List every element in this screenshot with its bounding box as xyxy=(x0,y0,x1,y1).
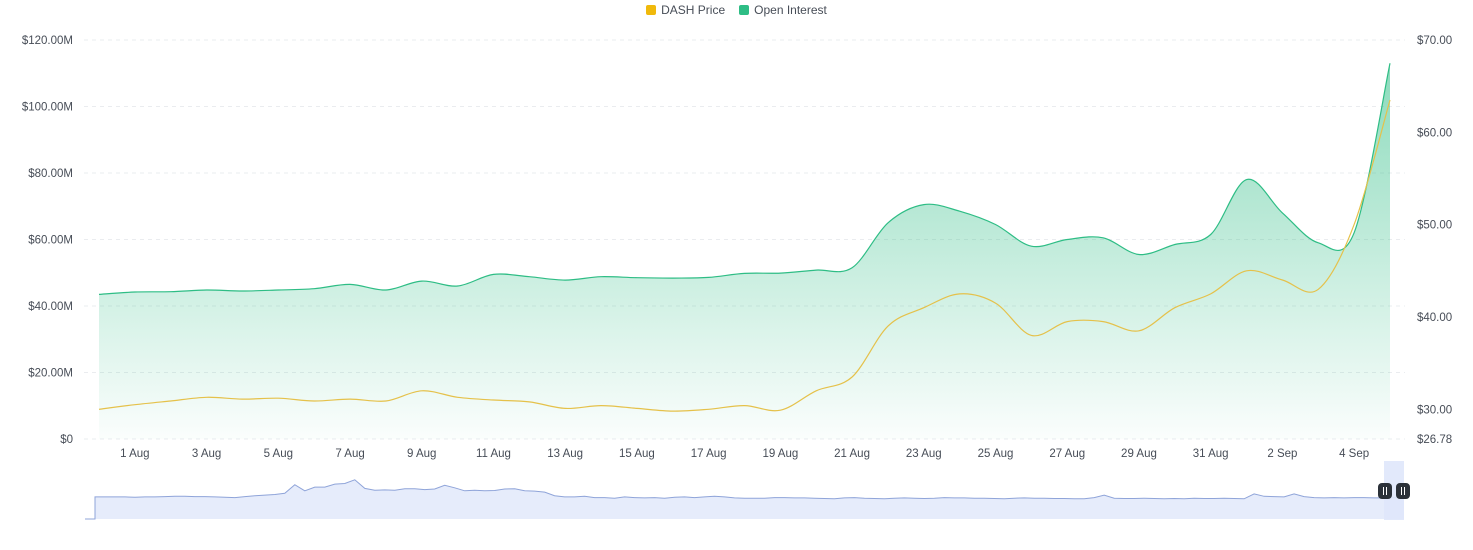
navigator-handle-body xyxy=(1396,483,1410,499)
legend-swatch-open-interest xyxy=(739,5,750,15)
legend-label-open-interest: Open Interest xyxy=(754,3,827,17)
legend-item-open-interest[interactable]: Open Interest xyxy=(739,3,827,17)
left-tick-label: $80.00M xyxy=(28,168,73,180)
x-tick-label: 25 Aug xyxy=(978,448,1014,460)
left-tick-label: $0 xyxy=(60,434,73,446)
x-tick-label: 13 Aug xyxy=(547,448,583,460)
x-tick-label: 31 Aug xyxy=(1193,448,1229,460)
x-tick-label: 1 Aug xyxy=(120,448,149,460)
legend-label-price: DASH Price xyxy=(661,3,726,17)
x-tick-label: 23 Aug xyxy=(906,448,942,460)
series-layer xyxy=(98,63,1391,440)
right-tick-label: $60.00 xyxy=(1417,127,1452,139)
x-tick-label: 3 Aug xyxy=(192,448,221,460)
right-tick-label: $50.00 xyxy=(1417,220,1452,232)
navigator-line xyxy=(85,479,1404,520)
left-tick-label: $120.00M xyxy=(22,35,73,47)
right-tick-label: $70.00 xyxy=(1417,35,1452,47)
right-tick-label: $26.78 xyxy=(1417,434,1452,446)
navigator-handle-right[interactable] xyxy=(1396,483,1410,499)
x-tick-label: 5 Aug xyxy=(264,448,293,460)
x-tick-label: 15 Aug xyxy=(619,448,655,460)
left-tick-label: $20.00M xyxy=(28,368,73,380)
legend-swatch-price xyxy=(646,5,657,15)
x-tick-label: 9 Aug xyxy=(407,448,436,460)
x-tick-label: 27 Aug xyxy=(1049,448,1085,460)
left-y-axis: $0 $20.00M $40.00M $60.00M $80.00M $100.00M $1… xyxy=(22,35,73,446)
x-tick-label: 4 Sep xyxy=(1339,448,1369,460)
open-interest-line xyxy=(98,63,1391,295)
x-axis: 1 Aug 3 Aug 5 Aug 7 Aug 9 Aug 11 Aug 13 Aug 15 … xyxy=(120,448,1369,460)
x-tick-label: 11 Aug xyxy=(476,448,511,460)
left-tick-label: $40.00M xyxy=(28,301,73,313)
right-tick-label: $30.00 xyxy=(1417,404,1452,416)
right-y-axis: $26.78 $30.00 $40.00 $50.00 $60.00 $70.00 xyxy=(1417,35,1452,446)
x-tick-label: 17 Aug xyxy=(691,448,727,460)
x-tick-label: 19 Aug xyxy=(762,448,798,460)
legend: DASH Price Open Interest xyxy=(0,3,1473,17)
open-interest-area xyxy=(99,63,1390,440)
legend-item-price[interactable]: DASH Price xyxy=(646,3,725,17)
right-tick-label: $40.00 xyxy=(1417,312,1452,324)
x-tick-label: 21 Aug xyxy=(834,448,870,460)
navigator-handle-left[interactable] xyxy=(1378,483,1392,499)
x-tick-label: 2 Sep xyxy=(1267,448,1297,460)
navigator-handle-body xyxy=(1378,483,1392,499)
dash-price-line xyxy=(98,99,1391,412)
x-tick-label: 7 Aug xyxy=(335,448,364,460)
left-tick-label: $60.00M xyxy=(28,235,73,247)
navigator-window[interactable] xyxy=(1384,461,1404,520)
navigator-area xyxy=(85,479,1404,519)
navigator[interactable] xyxy=(85,461,1410,520)
left-tick-label: $100.00M xyxy=(22,102,73,114)
x-tick-label: 29 Aug xyxy=(1121,448,1157,460)
